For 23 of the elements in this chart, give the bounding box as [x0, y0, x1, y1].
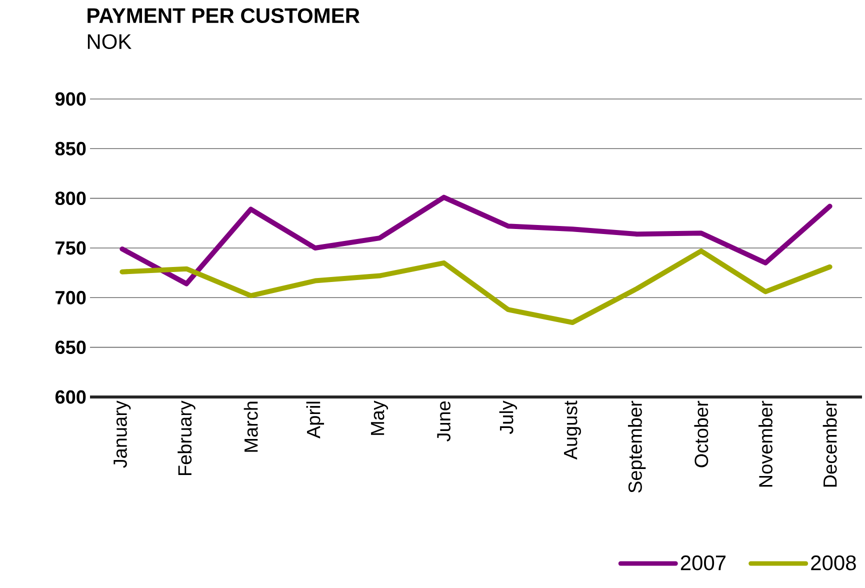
chart-title: PAYMENT PER CUSTOMER	[88, 8, 360, 24]
x-tick-label: July	[499, 400, 518, 434]
y-tick-label: 750	[56, 241, 86, 255]
x-tick-label: October	[694, 400, 708, 468]
y-tick-label: 700	[56, 290, 86, 304]
x-tick-label: December	[822, 400, 837, 487]
legend-label: 2008	[811, 555, 856, 570]
x-tick-label: June	[437, 401, 450, 442]
y-tick-label: 850	[55, 142, 86, 156]
y-tick-label: 800	[55, 192, 86, 206]
x-tick-label: April	[306, 402, 324, 438]
y-tick-label: 650	[55, 340, 86, 354]
x-tick-label: January	[114, 400, 131, 468]
x-tick-label: May	[371, 400, 388, 435]
x-tick-label: August	[564, 400, 582, 460]
x-tick-label: September	[628, 400, 646, 493]
x-tick-label: March	[244, 402, 258, 452]
y-tick-label: 600	[55, 390, 86, 404]
y-tick-label: 900	[55, 92, 86, 106]
x-tick-label: February	[178, 400, 196, 475]
x-tick-label: November	[758, 400, 772, 487]
legend-label: 2007	[680, 555, 726, 570]
chart-subtitle: NOK	[88, 34, 132, 50]
